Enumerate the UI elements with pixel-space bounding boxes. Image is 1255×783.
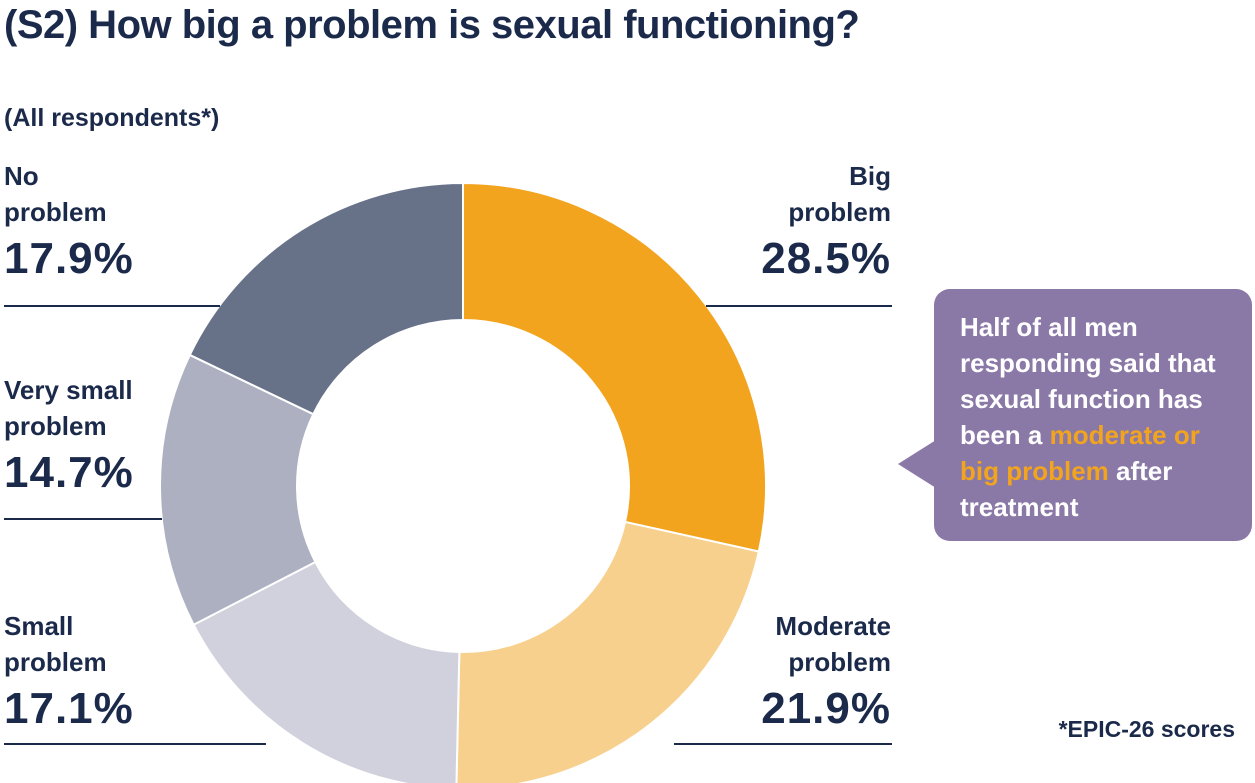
label-moderate-problem-pct: 21.9% [761,684,891,733]
chart-subtitle: (All respondents*) [4,104,220,132]
label-small-problem-line1: Small [4,611,74,641]
callout-box: Half of all men responding said that sex… [934,289,1252,541]
callout-text-end: after treatment [960,456,1173,522]
label-no-problem-pct: 17.9% [4,234,134,283]
leader-line-big-problem [706,305,892,307]
label-big-problem-line1: Big [849,161,891,191]
label-moderate-problem: Moderate problem 21.9% [761,608,891,736]
callout-text-start: Half of all men responding said that sex… [960,312,1216,450]
label-very-small-problem-line1: Very small [4,375,133,405]
label-small-problem-pct: 17.1% [4,684,134,733]
slice-very-small-problem [159,353,317,627]
slice-no-problem [188,181,464,416]
slice-small-problem [192,560,461,783]
slice-big-problem [462,181,767,553]
label-very-small-problem: Very small problem 14.7% [4,372,134,500]
label-no-problem-line2: problem [4,197,107,227]
callout-highlight: moderate or big problem [960,420,1200,486]
label-small-problem: Small problem 17.1% [4,608,134,736]
chart-title: (S2) How big a problem is sexual functio… [4,3,860,47]
label-moderate-problem-line1: Moderate [775,611,891,641]
label-big-problem-pct: 28.5% [761,234,891,283]
slice-moderate-problem [455,520,761,783]
label-big-problem: Big problem 28.5% [761,158,891,286]
label-small-problem-line2: problem [4,647,107,677]
label-big-problem-line2: problem [788,197,891,227]
leader-line-moderate-problem [674,743,892,745]
label-very-small-problem-pct: 14.7% [4,448,134,497]
label-moderate-problem-line2: problem [788,647,891,677]
label-no-problem-line1: No [4,161,39,191]
footnote: *EPIC-26 scores [1058,716,1235,742]
label-no-problem: No problem 17.9% [4,158,134,286]
label-very-small-problem-line2: problem [4,411,107,441]
leader-line-small-problem [4,743,266,745]
leader-line-no-problem [4,305,220,307]
leader-line-very-small-problem [4,518,162,520]
callout-pointer [898,440,936,488]
